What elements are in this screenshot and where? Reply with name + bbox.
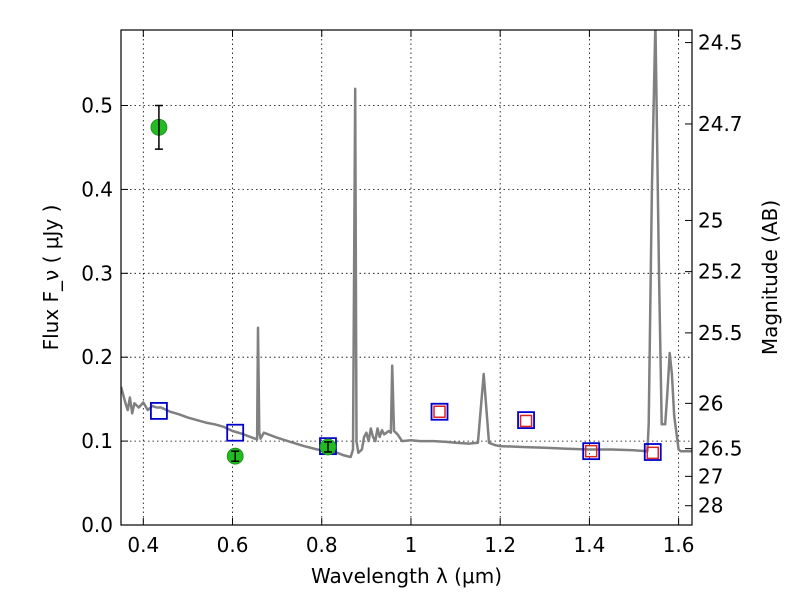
x-tick-label: 1.2 (484, 533, 516, 557)
x-tick-label: 1.4 (573, 533, 605, 557)
right-tick-label: 25 (698, 208, 723, 232)
right-tick-label: 28 (698, 494, 723, 518)
x-tick-label: 0.8 (306, 533, 338, 557)
x-tick-label: 1.6 (663, 533, 695, 557)
x-tick-label: 0.6 (217, 533, 249, 557)
y-tick-label: 0.5 (81, 94, 113, 118)
right-tick-label: 25.2 (698, 260, 743, 284)
model-photometry-square (226, 423, 245, 442)
right-tick-label: 26 (698, 391, 723, 415)
model-photometry-square (430, 402, 449, 421)
right-tick-label: 24.7 (698, 112, 743, 136)
right-tick-label: 24.5 (698, 31, 743, 55)
model-photometry-square (643, 443, 662, 461)
model-spectrum (121, 30, 692, 459)
y-tick-label: 0.3 (81, 261, 113, 285)
right-axis-label: Magnitude (AB) (758, 200, 782, 355)
y-axis-label: Flux F_ν ( μJy ) (39, 205, 63, 351)
model-photometry-square (582, 442, 601, 461)
model-photometry-square (150, 401, 168, 420)
grid-lines (121, 30, 692, 525)
spectrum-line (121, 30, 692, 459)
right-tick-label: 25.5 (698, 321, 743, 345)
y-tick-label: 0.4 (81, 177, 113, 201)
y-tick-label: 0.2 (81, 345, 113, 369)
predicted-square (646, 446, 659, 460)
model-photometry-square (517, 411, 535, 430)
x-tick-label: 0.4 (127, 533, 159, 557)
x-axis-label: Wavelength λ (μm) (311, 564, 502, 588)
predicted-square (433, 405, 446, 418)
data-points (150, 104, 662, 465)
y-tick-label: 0.1 (81, 429, 113, 453)
predicted-square (584, 444, 598, 458)
y-tick-label: 0.0 (81, 513, 113, 537)
right-tick-label: 27 (698, 464, 723, 488)
predicted-square (519, 414, 533, 428)
plot-frame (120, 29, 693, 526)
right-tick-label: 26.5 (698, 437, 743, 461)
x-tick-label: 1 (405, 533, 418, 557)
axis-ticks: 0.4 0.6 0.8 1 1.2 1.4 1.6 0.0 0.1 0.2 0.3 0.4 0.5 24.… (81, 30, 743, 557)
